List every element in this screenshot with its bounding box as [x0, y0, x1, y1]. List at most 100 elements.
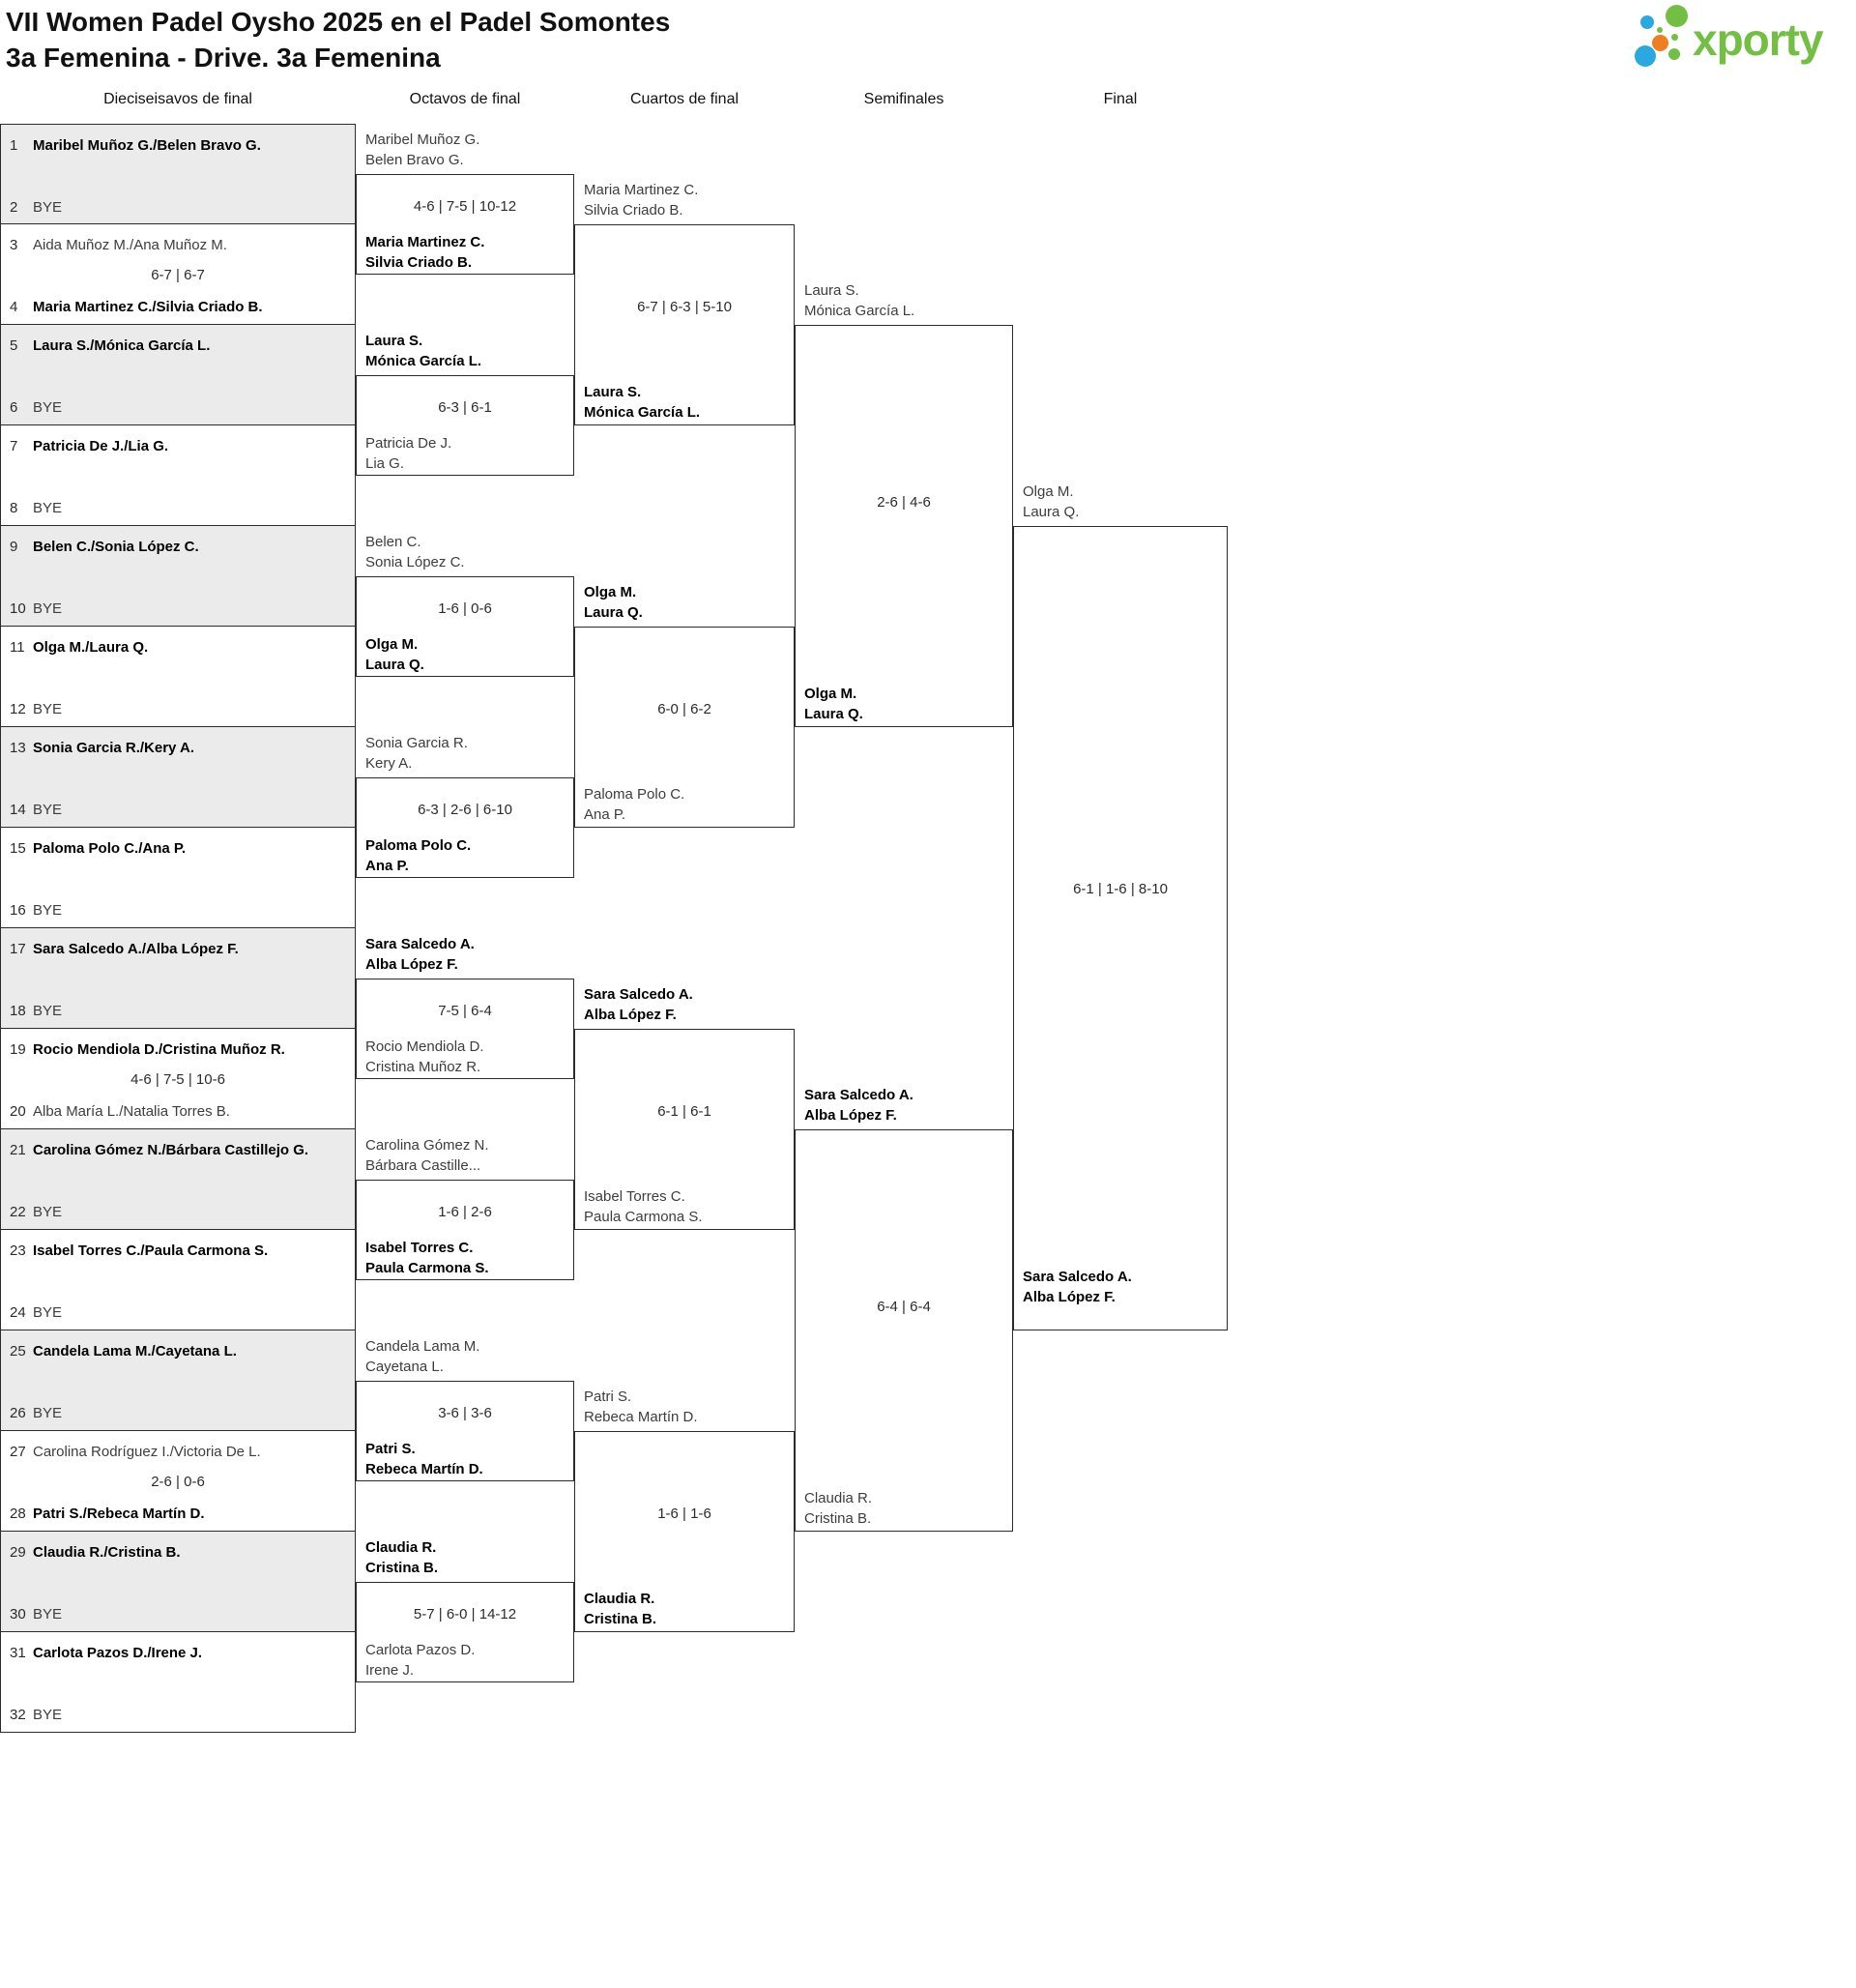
- participant-name: Sara Salcedo A.: [365, 936, 475, 952]
- seed-number: 4: [10, 299, 18, 315]
- qf-match-box: [574, 1029, 795, 1230]
- seed-number: 5: [10, 337, 18, 354]
- participant-name: Rocio Mendiola D.: [365, 1038, 484, 1055]
- participant-row: 14 BYE: [1, 801, 355, 820]
- participant-name: Claudia R.: [804, 1490, 873, 1506]
- participant-name: Mónica García L.: [584, 404, 701, 421]
- match-score: 5-7 | 6-0 | 14-12: [413, 1606, 517, 1623]
- r32-match-10: 19 Rocio Mendiola D./Cristina Muñoz R. 4-…: [0, 1029, 356, 1129]
- match-participant: Patri S. Rebeca Martín D.: [584, 1387, 792, 1427]
- participant-row: 5 Laura S./Mónica García L.: [1, 336, 355, 356]
- participant-name: BYE: [33, 902, 63, 919]
- page-subtitle: 3a Femenina - Drive. 3a Femenina: [6, 43, 441, 73]
- r32-match-9: 17 Sara Salcedo A./Alba López F. 18 BYE: [0, 928, 356, 1029]
- participant-name: BYE: [33, 199, 63, 216]
- seed-number: 15: [10, 840, 26, 857]
- participant-name: Candela Lama M./Cayetana L.: [33, 1343, 237, 1359]
- r16-match-box: [356, 979, 574, 1079]
- match-score: 1-6 | 2-6: [438, 1204, 492, 1220]
- participant-name: Patri S./Rebeca Martín D.: [33, 1506, 205, 1522]
- participant-name: Patricia De J./Lia G.: [33, 438, 169, 454]
- participant-name: Laura S.: [365, 333, 423, 349]
- seed-number: 19: [10, 1041, 26, 1058]
- participant-row: 21 Carolina Gómez N./Bárbara Castillejo G…: [1, 1141, 355, 1160]
- participant-name: Maria Martinez C.: [584, 182, 699, 198]
- page-title: VII Women Padel Oysho 2025 en el Padel S…: [6, 7, 671, 37]
- participant-row: 16 BYE: [1, 901, 355, 921]
- participant-name: Carlota Pazos D./Irene J.: [33, 1645, 203, 1661]
- match-participant: Sara Salcedo A. Alba López F.: [1023, 1267, 1231, 1307]
- match-score: 6-7 | 6-3 | 5-10: [637, 299, 732, 315]
- match-participant: Claudia R. Cristina B.: [365, 1537, 573, 1578]
- participant-name: Laura S.: [804, 282, 859, 299]
- participant-name: Kery A.: [365, 755, 413, 772]
- r32-match-12: 23 Isabel Torres C./Paula Carmona S. 24 BY…: [0, 1230, 356, 1330]
- participant-name: Sara Salcedo A.: [804, 1087, 914, 1103]
- round-header-semifinales: Semifinales: [863, 91, 944, 107]
- participant-name: Maribel Muñoz G./Belen Bravo G.: [33, 137, 261, 154]
- participant-name: Laura Q.: [1023, 504, 1080, 520]
- match-score: 6-3 | 2-6 | 6-10: [418, 802, 512, 818]
- participant-name: Isabel Torres C./Paula Carmona S.: [33, 1242, 269, 1259]
- qf-match-box: [574, 224, 795, 425]
- participant-name: Patri S.: [584, 1389, 632, 1405]
- r16-match-box: [356, 1381, 574, 1481]
- participant-row: 19 Rocio Mendiola D./Cristina Muñoz R.: [1, 1040, 355, 1060]
- participant-row: 31 Carlota Pazos D./Irene J.: [1, 1644, 355, 1663]
- logo-dot-icon: [1635, 45, 1656, 67]
- r32-match-5: 9 Belen C./Sonia López C. 10 BYE: [0, 526, 356, 627]
- participant-row: 3 Aida Muñoz M./Ana Muñoz M.: [1, 236, 355, 255]
- participant-row: 7 Patricia De J./Lia G.: [1, 437, 355, 456]
- participant-name: BYE: [33, 1707, 63, 1723]
- seed-number: 11: [10, 639, 25, 656]
- participant-name: BYE: [33, 1606, 63, 1623]
- participant-name: Patricia De J.: [365, 435, 452, 452]
- seed-number: 7: [10, 438, 18, 454]
- r16-match-box: [356, 1180, 574, 1280]
- match-participant: Claudia R. Cristina B.: [804, 1488, 1012, 1529]
- match-participant: Maria Martinez C. Silvia Criado B.: [584, 180, 792, 220]
- logo-dot-icon: [1668, 48, 1680, 60]
- match-participant: Olga M. Laura Q.: [584, 582, 792, 623]
- match-participant: Laura S. Mónica García L.: [804, 280, 1012, 321]
- participant-row: 6 BYE: [1, 398, 355, 418]
- participant-name: Sonia López C.: [365, 554, 465, 570]
- match-score: 6-0 | 6-2: [657, 701, 711, 717]
- match-score: 6-3 | 6-1: [438, 399, 492, 416]
- match-score: 2-6 | 4-6: [877, 494, 931, 511]
- match-participant: Isabel Torres C. Paula Carmona S.: [365, 1238, 573, 1278]
- participant-name: Carolina Gómez N./Bárbara Castillejo G.: [33, 1142, 309, 1158]
- participant-name: Mónica García L.: [365, 353, 482, 369]
- match-score: 6-4 | 6-4: [877, 1299, 931, 1315]
- participant-name: Cristina B.: [584, 1611, 657, 1627]
- match-participant: Paloma Polo C. Ana P.: [584, 784, 792, 825]
- participant-name: Candela Lama M.: [365, 1338, 480, 1355]
- match-score: 6-1 | 6-1: [657, 1103, 711, 1120]
- participant-row: 23 Isabel Torres C./Paula Carmona S.: [1, 1242, 355, 1261]
- match-participant: Belen C. Sonia López C.: [365, 532, 573, 572]
- match-score: 6-1 | 1-6 | 8-10: [1073, 881, 1168, 897]
- participant-name: Rebeca Martín D.: [365, 1461, 483, 1477]
- match-participant: Paloma Polo C. Ana P.: [365, 835, 573, 876]
- match-score: 2-6 | 0-6: [151, 1474, 205, 1490]
- participant-name: Lia G.: [365, 455, 405, 472]
- participant-name: Silvia Criado B.: [584, 202, 683, 219]
- participant-name: Olga M.: [584, 584, 637, 600]
- match-participant: Maribel Muñoz G. Belen Bravo G.: [365, 130, 573, 170]
- round-header-final: Final: [1103, 91, 1138, 107]
- xporty-logo[interactable]: xporty: [1629, 2, 1853, 79]
- participant-name: Claudia R./Cristina B.: [33, 1544, 181, 1561]
- match-score: 6-7 | 6-7: [151, 267, 205, 283]
- participant-name: Ana P.: [365, 858, 409, 874]
- seed-number: 25: [10, 1343, 26, 1359]
- participant-name: Paula Carmona S.: [584, 1209, 703, 1225]
- seed-number: 3: [10, 237, 18, 253]
- seed-number: 2: [10, 199, 18, 216]
- participant-name: Cayetana L.: [365, 1359, 444, 1375]
- participant-name: Alba López F.: [365, 956, 458, 973]
- seed-number: 17: [10, 941, 26, 957]
- r16-match-box: [356, 1582, 574, 1682]
- participant-name: Sonia Garcia R./Kery A.: [33, 740, 195, 756]
